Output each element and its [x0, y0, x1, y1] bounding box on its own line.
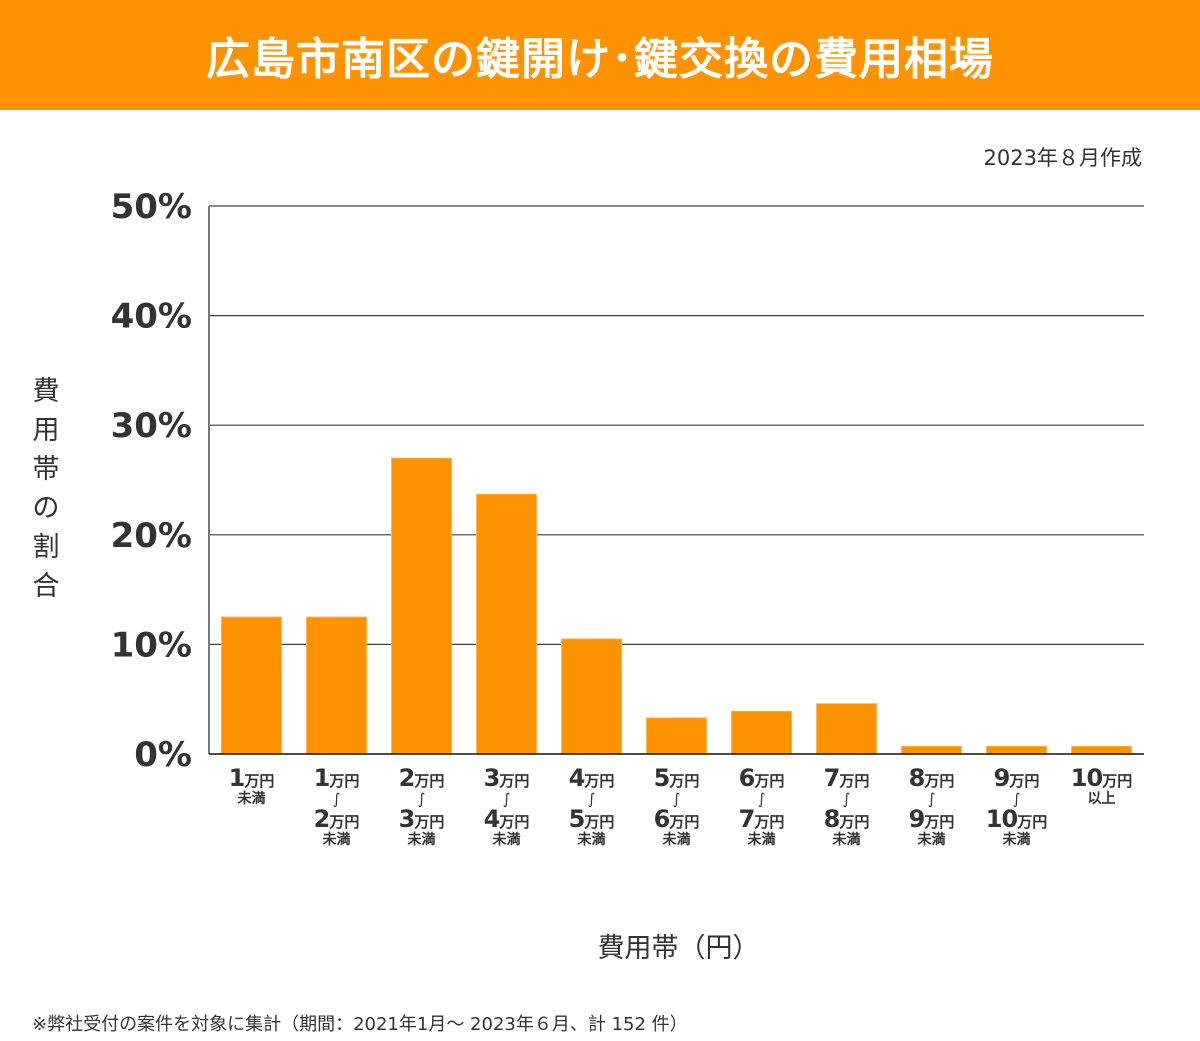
y-axis-label: 費用帯の割合 [26, 372, 66, 606]
bar [1071, 745, 1132, 755]
bar [816, 703, 877, 755]
title-banner: 広島市南区の鍵開け･鍵交換の費用相場 [0, 0, 1200, 110]
grid-lines [209, 205, 1144, 646]
bar [731, 710, 792, 755]
y-axis-label-char: 用 [32, 415, 60, 446]
chart-title: 広島市南区の鍵開け･鍵交換の費用相場 [206, 34, 994, 85]
x-tick-label: 6万円 ∫ 7万円 未満 [738, 764, 785, 848]
bar [561, 638, 622, 755]
x-tick-label: 10万円 以上 [1070, 764, 1133, 807]
y-tick-label: 0% [134, 735, 192, 775]
bar [986, 745, 1047, 755]
bar [306, 616, 367, 755]
created-date: 2023年８月作成 [983, 146, 1142, 170]
y-tick-label: 20% [111, 516, 192, 556]
bar [391, 457, 452, 755]
bar [476, 493, 537, 755]
y-tick-label: 50% [111, 187, 192, 227]
x-tick-label: 8万円 ∫ 9万円 未満 [908, 764, 955, 848]
bars [221, 457, 1132, 755]
bar [646, 717, 707, 755]
x-axis-label: 費用帯（円） [597, 933, 760, 964]
x-tick-label: 4万円 ∫ 5万円 未満 [568, 764, 615, 848]
y-tick-labels: 0% 10% 20% 30% 40% 50% [111, 187, 192, 775]
x-tick-label: 9万円 ∫ 10万円 未満 [985, 764, 1048, 848]
footnote: ※弊社受付の案件を対象に集計（期間：2021年1月～ 2023年６月、計 152… [32, 1014, 688, 1035]
y-axis-label-char: 費 [32, 376, 60, 407]
y-axis-label-char: の [32, 493, 60, 524]
x-tick-label: 2万円 ∫ 3万円 未満 [398, 764, 445, 848]
x-tick-label: 5万円 ∫ 6万円 未満 [653, 764, 700, 848]
y-tick-label: 40% [111, 297, 192, 337]
y-tick-label: 30% [111, 406, 192, 446]
axes [208, 206, 1144, 755]
y-axis-label-char: 帯 [32, 454, 60, 485]
x-tick-label: 7万円 ∫ 8万円 未満 [823, 764, 870, 848]
x-tick-label: 1万円 ∫ 2万円 未満 [313, 764, 360, 848]
x-tick-label: 3万円 ∫ 4万円 未満 [483, 764, 530, 848]
bar [901, 745, 962, 755]
x-tick-label: 1万円 未満 [228, 764, 275, 807]
y-axis-label-char: 合 [32, 571, 60, 602]
y-axis-label-char: 割 [32, 532, 60, 563]
y-tick-label: 10% [111, 625, 192, 665]
bar [221, 616, 282, 755]
